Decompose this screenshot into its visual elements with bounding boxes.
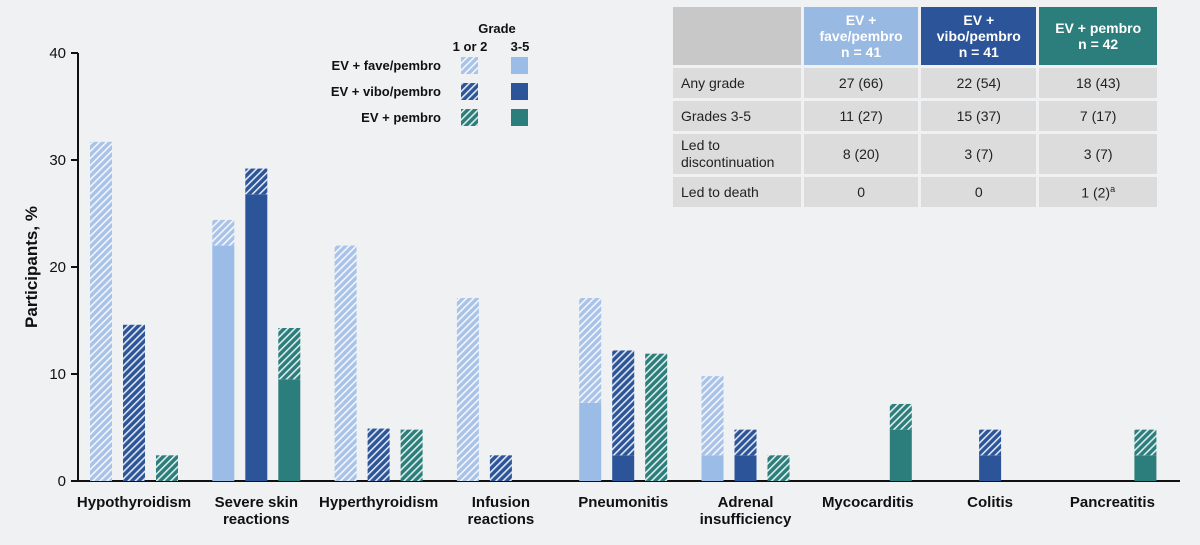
bar-grade-1-2: [612, 350, 635, 456]
bar-grade-1-2: [90, 141, 112, 481]
row-label-line: discontinuation: [681, 154, 775, 170]
x-tick-label: Pancreatitis: [1070, 494, 1155, 511]
legend-series-label: EV + fave/pembro: [332, 58, 442, 73]
table-cell: 1 (2)a: [1039, 177, 1157, 207]
bar-grade-1-2: [400, 429, 423, 481]
legend-swatch-grade-1-2: [461, 109, 478, 126]
bar-grade-1-2: [734, 429, 757, 456]
x-tick-label: Severe skin reactions: [215, 494, 298, 528]
chart-axes: 0 10 20 30 40 Participants, % Hypothyroidism Se…: [22, 45, 1180, 528]
header-line: EV + pembro: [1055, 20, 1142, 36]
table-row-discontinuation: Led to discontinuation 8 (20) 3 (7) 3 (7…: [673, 134, 1157, 174]
table-corner-cell: [673, 7, 801, 65]
bar-grade-1-2: [979, 429, 1002, 456]
header-ev-pembro: EV + pembro n = 42: [1039, 7, 1157, 65]
footnote-marker: a: [1110, 183, 1116, 194]
header-line: n = 42: [1078, 36, 1119, 52]
table-cell: 0: [921, 177, 1037, 207]
header-line: vibo/pembro: [936, 28, 1021, 44]
table-cell: 22 (54): [921, 68, 1037, 98]
x-tick-label: Colitis: [967, 494, 1013, 511]
table-cell: 15 (37): [921, 101, 1037, 131]
table-row-grades-3-5: Grades 3-5 11 (27) 15 (37) 7 (17): [673, 101, 1157, 131]
bar-grade-1-2: [334, 245, 357, 481]
bar-grade-3-5: [734, 455, 757, 481]
table-header-row: EV + fave/pembro n = 41 EV + vibo/pembro…: [673, 7, 1157, 65]
bar-grade-1-2: [245, 168, 268, 195]
y-tick-label: 30: [49, 152, 66, 169]
x-tick-label: Adrenal insufficiency: [700, 494, 792, 528]
bar-grade-3-5: [278, 379, 301, 481]
legend-swatch-grade-3-5: [511, 57, 528, 74]
bar-grade-1-2: [767, 455, 790, 481]
x-tick-label: Hypothyroidism: [77, 494, 191, 511]
bar-grade-1-2: [1134, 429, 1157, 456]
chart-legend: Grade 1 or 2 3-5 EV + fave/pembro EV + vibo/…: [331, 21, 530, 126]
bar-grade-1-2: [278, 327, 301, 380]
header-line: EV +: [845, 12, 877, 28]
table-row-death: Led to death 0 0 1 (2)a: [673, 177, 1157, 207]
y-tick-label: 20: [49, 259, 66, 276]
legend-col-grade-3-5: 3-5: [511, 39, 530, 54]
header-line: EV +: [963, 12, 995, 28]
y-axis-label: Participants, %: [22, 206, 41, 328]
table-cell: 3 (7): [921, 134, 1037, 174]
legend-series-label: EV + pembro: [361, 110, 441, 125]
header-line: n = 41: [958, 44, 999, 60]
row-label: Grades 3-5: [673, 101, 801, 131]
table-cell: 7 (17): [1039, 101, 1157, 131]
table-cell: 27 (66): [804, 68, 919, 98]
table-cell: 8 (20): [804, 134, 919, 174]
legend-swatch-grade-3-5: [511, 83, 528, 100]
x-tick-label: Pneumonitis: [578, 494, 668, 511]
bar-grade-1-2: [367, 428, 390, 481]
y-tick-label: 40: [49, 45, 66, 62]
bar-grade-1-2: [212, 219, 235, 246]
adverse-events-summary-table: EV + fave/pembro n = 41 EV + vibo/pembro…: [670, 4, 1160, 210]
cell-value: 1 (2): [1081, 184, 1111, 201]
legend-series-label: EV + vibo/pembro: [331, 84, 441, 99]
row-label-line: Led to: [681, 137, 720, 153]
bar-grade-1-2: [489, 455, 512, 481]
header-line: fave/pembro: [819, 28, 903, 44]
bar-grade-1-2: [579, 298, 602, 403]
bar-grade-3-5: [889, 429, 912, 481]
legend-swatch-grade-3-5: [511, 109, 528, 126]
legend-title: Grade: [478, 21, 516, 36]
bar-grade-3-5: [212, 245, 235, 481]
legend-col-grade-1-2: 1 or 2: [453, 39, 488, 54]
bar-grade-1-2: [645, 353, 668, 481]
bar-grade-1-2: [123, 324, 145, 481]
bar-grade-3-5: [612, 455, 635, 481]
bar-grade-3-5: [245, 194, 268, 482]
bar-grade-1-2: [701, 376, 724, 456]
header-ev-vibo-pembro: EV + vibo/pembro n = 41: [921, 7, 1037, 65]
x-tick-label: Mycocarditis: [822, 494, 914, 511]
x-tick-label: Hyperthyroidism: [319, 494, 438, 511]
bar-grade-3-5: [979, 455, 1002, 481]
legend-swatch-grade-1-2: [461, 57, 478, 74]
chart-bars: [90, 141, 1157, 482]
bar-grade-3-5: [1134, 455, 1157, 481]
table-cell: 0: [804, 177, 919, 207]
y-tick-label: 0: [58, 473, 66, 490]
bar-grade-1-2: [889, 403, 912, 430]
row-label: Any grade: [673, 68, 801, 98]
table-cell: 11 (27): [804, 101, 919, 131]
table-row-any-grade: Any grade 27 (66) 22 (54) 18 (43): [673, 68, 1157, 98]
table-cell: 18 (43): [1039, 68, 1157, 98]
bar-grade-3-5: [579, 402, 602, 481]
header-line: n = 41: [841, 44, 882, 60]
bar-grade-1-2: [456, 298, 479, 481]
row-label: Led to death: [673, 177, 801, 207]
legend-swatch-grade-1-2: [461, 83, 478, 100]
bar-grade-3-5: [701, 455, 724, 481]
row-label: Led to discontinuation: [673, 134, 801, 174]
bar-grade-1-2: [156, 455, 178, 481]
x-tick-label: Infusion reactions: [468, 494, 535, 528]
table-cell: 3 (7): [1039, 134, 1157, 174]
header-ev-fave-pembro: EV + fave/pembro n = 41: [804, 7, 919, 65]
y-tick-label: 10: [49, 366, 66, 383]
